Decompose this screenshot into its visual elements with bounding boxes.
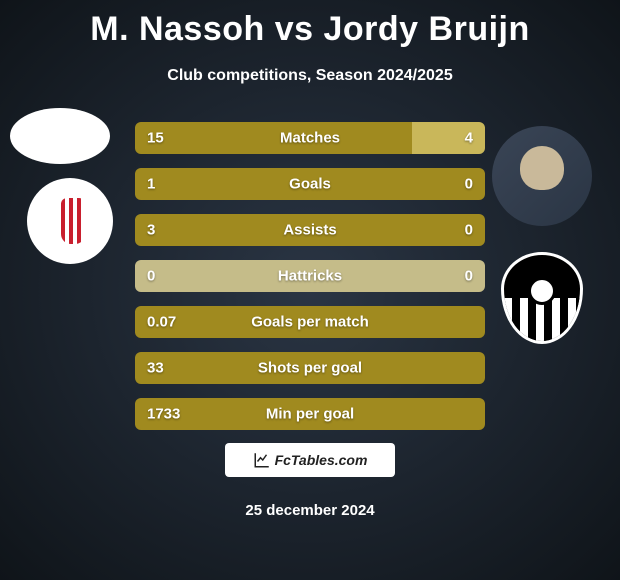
stat-label: Shots per goal — [258, 360, 362, 377]
stat-row: 33 Shots per goal — [135, 352, 485, 384]
stat-value-right: 0 — [465, 176, 473, 193]
stat-row: 0 Hattricks 0 — [135, 260, 485, 292]
player-right-club-badge — [492, 252, 592, 352]
stat-row: 3 Assists 0 — [135, 214, 485, 246]
bar-left-segment — [135, 122, 412, 154]
stat-value-left: 0.07 — [147, 314, 176, 331]
subtitle: Club competitions, Season 2024/2025 — [0, 67, 620, 85]
stat-value-left: 33 — [147, 360, 164, 377]
stat-value-left: 15 — [147, 130, 164, 147]
stat-row: 1 Goals 0 — [135, 168, 485, 200]
stat-value-right: 0 — [465, 268, 473, 285]
stat-label: Assists — [283, 222, 336, 239]
stat-row: 0.07 Goals per match — [135, 306, 485, 338]
brand-label: FcTables.com — [275, 452, 368, 468]
stat-value-right: 0 — [465, 222, 473, 239]
stat-row: 1733 Min per goal — [135, 398, 485, 430]
stat-value-left: 0 — [147, 268, 155, 285]
bar-right-segment — [412, 122, 486, 154]
stat-row: 15 Matches 4 — [135, 122, 485, 154]
player-left-club-badge — [20, 178, 120, 264]
stat-label: Goals — [289, 176, 331, 193]
stat-value-left: 1 — [147, 176, 155, 193]
player-left-avatar — [10, 108, 110, 164]
player-right-avatar — [492, 126, 592, 226]
page-title: M. Nassoh vs Jordy Bruijn — [0, 0, 620, 49]
chart-icon — [253, 451, 271, 469]
stat-value-left: 1733 — [147, 406, 180, 423]
brand-badge: FcTables.com — [225, 443, 395, 477]
stat-label: Matches — [280, 130, 340, 147]
stat-label: Goals per match — [251, 314, 369, 331]
stat-label: Hattricks — [278, 268, 342, 285]
stat-value-right: 4 — [465, 130, 473, 147]
footer-date: 25 december 2024 — [245, 502, 374, 519]
stat-label: Min per goal — [266, 406, 354, 423]
stat-value-left: 3 — [147, 222, 155, 239]
comparison-bars: 15 Matches 4 1 Goals 0 3 Assists 0 0 Hattricks 0 0.0… — [135, 122, 485, 444]
